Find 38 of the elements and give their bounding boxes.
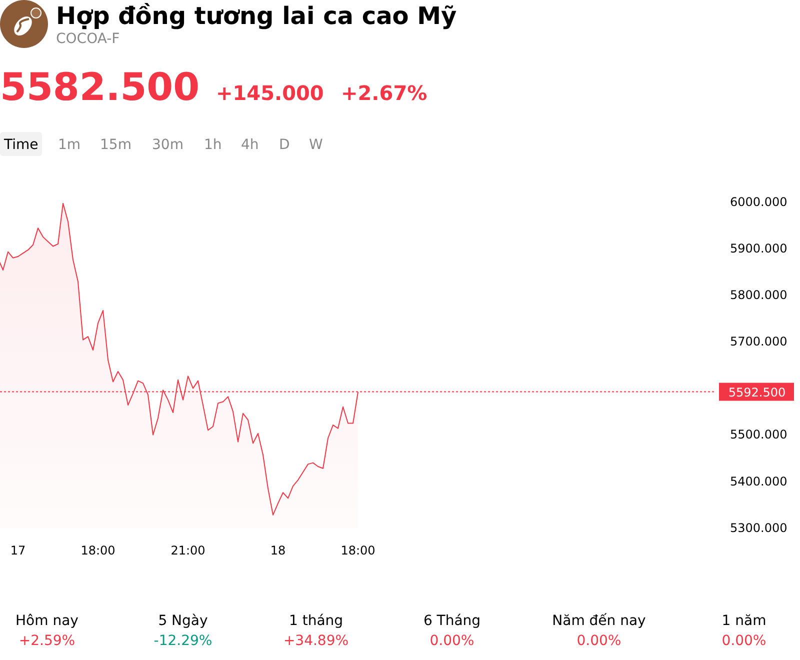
- text: 1m: [58, 137, 81, 153]
- text: D: [279, 137, 290, 153]
- y-tick-label: 5900.000: [730, 241, 788, 256]
- text: Hôm nay: [16, 613, 78, 629]
- text: +2.67%: [341, 81, 428, 105]
- text: 1h: [204, 137, 222, 153]
- y-tick-label: 5500.000: [730, 428, 788, 442]
- y-tick-label: 5800.000: [730, 288, 788, 302]
- text: 15m: [100, 137, 132, 153]
- text: +34.89%: [283, 633, 349, 649]
- text: 5582.500: [0, 65, 200, 109]
- text: +2.59%: [18, 633, 76, 649]
- x-tick-label: 17: [10, 544, 26, 558]
- text: Time: [3, 137, 38, 153]
- y-tick-label: 6000.000: [730, 194, 788, 209]
- x-tick-label: 18: [270, 544, 286, 558]
- y-tick-label: 5400.000: [730, 474, 788, 488]
- text: -12.29%: [154, 633, 212, 649]
- chart-subtitle: COCOA-F: [56, 31, 120, 47]
- text: 0.00%: [722, 633, 766, 649]
- y-tick-label: 5300.000: [730, 520, 788, 535]
- text: W: [309, 137, 323, 153]
- text: 0.00%: [576, 633, 622, 649]
- x-tick-label: 18:00: [340, 544, 376, 558]
- text: 6 Tháng: [423, 613, 481, 629]
- text: 4h: [241, 137, 259, 153]
- y-tick-label: 5700.000: [730, 334, 788, 349]
- text: 0.00%: [430, 633, 474, 649]
- text: 1 năm: [722, 613, 766, 629]
- x-tick-label: 18:00: [80, 544, 116, 558]
- text: Năm đến nay: [552, 613, 646, 629]
- text: +145.000: [216, 81, 324, 105]
- chart-title: Hợp đồng tương lai ca cao Mỹ: [56, 2, 457, 30]
- text: 5 Ngày: [158, 613, 208, 629]
- ref-line-label: 5592.500: [728, 385, 786, 400]
- x-tick-label: 21:00: [170, 544, 206, 558]
- text: 30m: [152, 137, 184, 153]
- text: 1 tháng: [288, 613, 344, 629]
